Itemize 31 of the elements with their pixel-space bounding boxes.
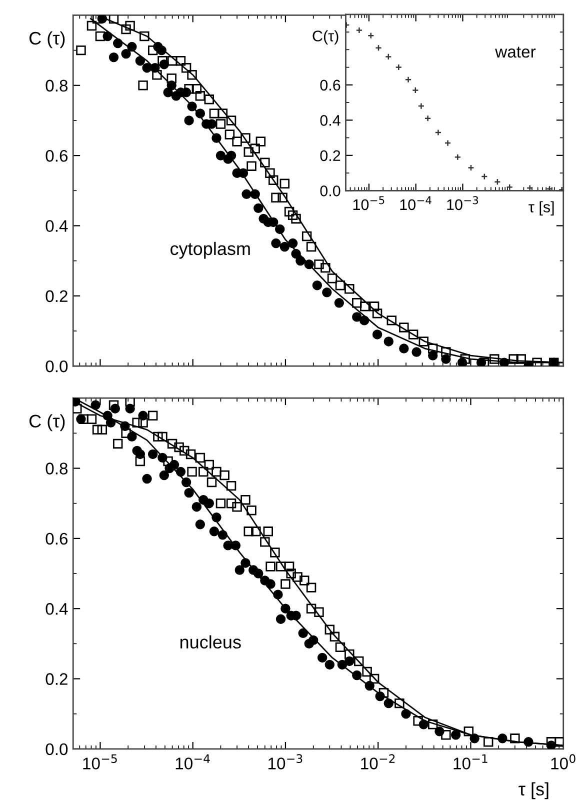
y-tick-label: 0.0 [46,360,68,372]
x-tick-label: 10$^{0}$ [551,754,576,770]
annotation: nucleus [180,635,241,649]
y-tick-label: 0.4 [46,603,68,615]
y-tick-label: 0.6 [320,80,340,91]
x-tick-label: 10$^{−2}$ [361,754,395,770]
y-tick-label: 0.4 [320,115,340,126]
y-tick-label: 0.6 [46,150,68,162]
annotation: cytoplasm [170,242,250,259]
x-tick-label: 10$^{−3}$ [447,196,478,210]
y-tick-label: 0.8 [46,80,68,92]
y-tick-label: 0.2 [320,150,340,162]
x-tick-label: 10$^{−5}$ [83,754,117,770]
y-axis-title: C(τ) [312,30,338,44]
x-tick-label: 10$^{−1}$ [454,754,488,770]
x-axis-title: τ [s] [518,782,548,800]
x-tick-label: 10$^{−3}$ [268,754,302,770]
y-tick-label: 0.2 [46,673,68,685]
y-tick-label: 0.8 [46,462,68,474]
x-tick-label: 10$^{−4}$ [400,196,432,210]
y-tick-label: 0.2 [46,290,68,302]
y-tick-label: 0.0 [320,186,340,196]
y-tick-label: 0.0 [46,743,68,756]
y-tick-label: 0.6 [46,532,68,545]
y-axis-title: C (τ) [29,414,65,432]
x-tick-label: 10$^{−5}$ [353,196,384,210]
x-tick-label: 10$^{−4}$ [176,754,210,770]
y-axis-title: C (τ) [29,31,65,48]
x-axis-title: τ [s] [528,201,554,216]
annotation: water [495,46,536,58]
y-tick-label: 0.4 [46,220,68,232]
